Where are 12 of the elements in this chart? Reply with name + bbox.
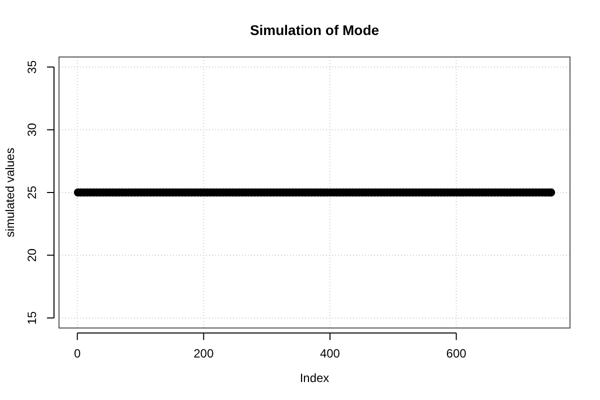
y-tick-label: 30 <box>25 122 39 136</box>
x-axis-title: Index <box>300 371 330 385</box>
x-tick-label: 600 <box>446 346 467 360</box>
y-tick-label: 15 <box>25 310 39 325</box>
x-tick-label: 400 <box>320 346 340 360</box>
x-tick-label: 200 <box>194 346 214 360</box>
y-tick-label: 35 <box>25 60 39 74</box>
chart-title: Simulation of Mode <box>250 22 380 38</box>
y-axis-title: simulated values <box>3 148 17 238</box>
y-tick-label: 25 <box>25 186 39 200</box>
y-tick-label: 20 <box>25 248 39 262</box>
x-tick-label: 0 <box>74 346 81 360</box>
